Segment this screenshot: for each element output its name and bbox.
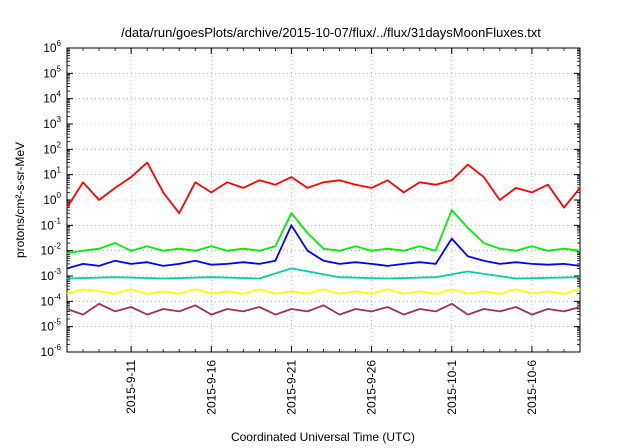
- y-tick-label: 10-5: [41, 318, 62, 334]
- y-tick-exponent: -2: [54, 242, 62, 251]
- y-tick-base: 10: [41, 244, 55, 258]
- series-line-1: [66, 161, 581, 215]
- y-tick-base: 10: [41, 218, 55, 232]
- y-tick-exponent: -1: [54, 216, 62, 225]
- x-tick-layer: 2015-9-11 2015-9-16 2015-9-21 2015-9-26 2015…: [66, 48, 581, 415]
- y-tick-label: 106: [43, 39, 61, 55]
- y-tick-layer: 10610510410310210110010-110-210-310-410-…: [41, 39, 580, 359]
- y-tick-label: 10-4: [41, 292, 62, 308]
- y-tick-exponent: 3: [57, 115, 62, 124]
- series-line-2: [66, 209, 581, 254]
- y-tick-exponent: 2: [57, 140, 62, 149]
- y-tick-base: 10: [43, 92, 57, 106]
- series-line-6: [66, 302, 581, 316]
- series-line-3: [66, 224, 581, 270]
- y-tick-exponent: 0: [57, 191, 62, 200]
- series-line-4: [66, 267, 581, 280]
- y-tick-exponent: 6: [57, 39, 62, 48]
- y-tick-label: 100: [43, 191, 61, 207]
- series-line-5: [66, 288, 581, 295]
- x-axis-label: Coordinated Universal Time (UTC): [231, 430, 415, 444]
- y-tick-base: 10: [41, 269, 55, 283]
- y-tick-exponent: 4: [57, 90, 62, 99]
- x-tick-label: 2015-9-26: [365, 360, 379, 415]
- y-tick-label: 10-1: [41, 216, 62, 232]
- series-layer: [66, 161, 581, 316]
- y-tick-base: 10: [41, 345, 55, 359]
- x-tick-label: 2015-10-1: [445, 360, 459, 415]
- y-tick-label: 103: [43, 115, 61, 131]
- y-tick-exponent: -6: [54, 343, 62, 352]
- y-tick-base: 10: [43, 41, 57, 55]
- y-tick-exponent: 1: [57, 166, 62, 175]
- y-tick-base: 10: [41, 294, 55, 308]
- x-tick-label: 2015-9-11: [124, 360, 138, 414]
- y-tick-base: 10: [43, 142, 57, 156]
- y-tick-label: 104: [43, 90, 61, 106]
- x-tick-label: 2015-9-21: [284, 360, 298, 415]
- y-tick-exponent: -3: [54, 267, 62, 276]
- y-tick-label: 102: [43, 140, 61, 156]
- y-tick-exponent: 5: [57, 64, 62, 73]
- y-tick-base: 10: [43, 193, 57, 207]
- y-tick-label: 10-2: [41, 242, 62, 258]
- x-tick-label: 2015-9-16: [204, 360, 218, 415]
- y-tick-label: 101: [43, 166, 61, 182]
- x-tick-label: 2015-10-6: [525, 360, 539, 415]
- y-tick-label: 10-3: [41, 267, 62, 283]
- y-tick-base: 10: [43, 66, 57, 80]
- y-tick-label: 105: [43, 64, 61, 80]
- y-tick-exponent: -5: [54, 318, 62, 327]
- chart-title: /data/run/goesPlots/archive/2015-10-07/f…: [121, 25, 541, 40]
- y-tick-base: 10: [43, 117, 57, 131]
- y-tick-label: 10-6: [41, 343, 62, 359]
- y-tick-exponent: -4: [54, 292, 62, 301]
- y-axis-label: protons/cm²-s-sr-MeV: [13, 142, 27, 258]
- y-tick-base: 10: [43, 168, 57, 182]
- y-tick-base: 10: [41, 320, 55, 334]
- grid-layer: [67, 48, 580, 352]
